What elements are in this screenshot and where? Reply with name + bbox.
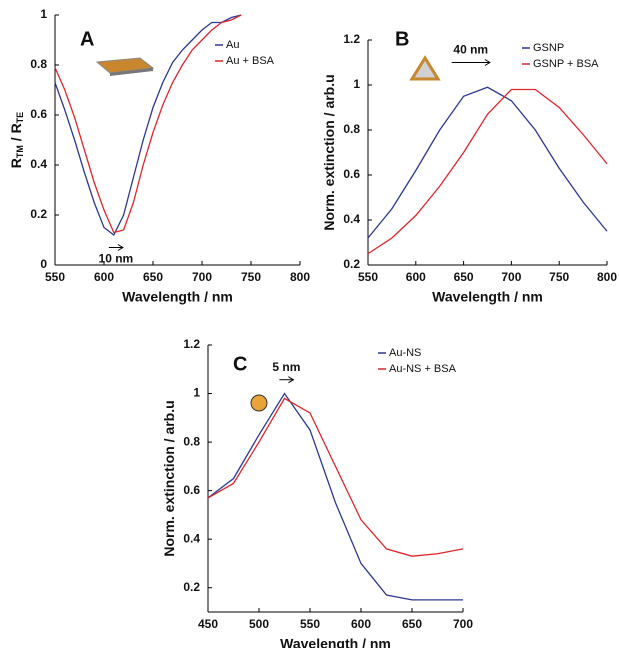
y-tick-label: 0.4 [183, 531, 200, 545]
y-axis-label: RTM / RTE [8, 112, 26, 168]
legend-label: Au-NS [389, 347, 421, 359]
y-label-part: TM [15, 145, 25, 158]
shift-label: 5 nm [272, 360, 300, 374]
x-tick-label: 550 [45, 270, 65, 284]
y-label-part: TE [15, 112, 25, 124]
y-axis-label: Norm. extinction / arb.u [321, 74, 337, 230]
shift-arrowhead [484, 59, 491, 66]
series-line [207, 392, 463, 601]
series-line [367, 88, 608, 255]
shift-arrowhead [117, 244, 124, 251]
shift-arrowhead [288, 376, 295, 384]
x-axis-label: Wavelength / nm [280, 636, 391, 648]
y-tick-label: 1 [193, 386, 200, 400]
x-tick-label: 500 [249, 617, 269, 631]
x-tick-label: 650 [454, 270, 474, 284]
series-line [367, 86, 608, 239]
x-tick-label: 800 [290, 270, 310, 284]
film-edge [110, 68, 153, 76]
legend-label: Au + BSA [226, 55, 275, 67]
legend-label: GSNP + BSA [533, 58, 599, 70]
x-tick-label: 750 [549, 270, 569, 284]
x-tick-label: 450 [198, 617, 218, 631]
y-tick-label: 0.8 [343, 122, 360, 136]
y-tick-label: 0.2 [30, 207, 47, 221]
y-label-part: R [8, 158, 24, 168]
panel-label: B [395, 28, 409, 50]
y-tick-label: 0.6 [30, 107, 47, 121]
sphere-icon [250, 394, 268, 412]
x-tick-label: 600 [94, 270, 114, 284]
y-label-part: / R [8, 123, 24, 145]
shift-label: 40 nm [453, 43, 488, 57]
x-tick-label: 800 [597, 270, 617, 284]
triangle-icon [409, 55, 441, 81]
series-line [207, 397, 464, 557]
y-tick-label: 1 [353, 77, 360, 91]
y-tick-label: 1.2 [183, 337, 200, 351]
y-tick-label: 1.2 [343, 32, 360, 46]
x-tick-label: 550 [300, 617, 320, 631]
x-axis-label: Wavelength / nm [122, 289, 233, 305]
y-tick-label: 0.4 [30, 157, 47, 171]
x-tick-label: 600 [351, 617, 371, 631]
y-tick-label: 0.6 [343, 167, 360, 181]
x-tick-label: 550 [358, 270, 378, 284]
y-tick-label: 0.8 [30, 57, 47, 71]
y-tick-label: 0.2 [183, 580, 200, 594]
y-tick-label: 0.4 [343, 212, 360, 226]
x-tick-label: 700 [501, 270, 521, 284]
y-tick-label: 0.2 [343, 257, 360, 271]
panel-label: A [80, 28, 94, 50]
y-label-part: Norm. extinction / arb.u [321, 74, 337, 230]
x-tick-label: 600 [406, 270, 426, 284]
y-axis-label: Norm. extinction / arb.u [161, 400, 177, 556]
x-tick-label: 650 [402, 617, 422, 631]
y-tick-label: 0.8 [183, 434, 200, 448]
panel-label: C [233, 353, 247, 375]
x-tick-label: 750 [241, 270, 261, 284]
series-line [54, 14, 242, 234]
legend-label: GSNP [533, 42, 564, 54]
x-tick-label: 650 [143, 270, 163, 284]
y-tick-label: 1 [40, 7, 47, 21]
x-axis-label: Wavelength / nm [432, 289, 543, 305]
shift-label: 10 nm [99, 252, 134, 266]
y-tick-label: 0.6 [183, 483, 200, 497]
series-line [54, 14, 242, 236]
y-tick-label: 0 [40, 257, 47, 271]
legend-label: Au-NS + BSA [389, 363, 457, 375]
x-tick-label: 700 [453, 617, 473, 631]
x-tick-label: 700 [192, 270, 212, 284]
legend-label: Au [226, 39, 239, 51]
y-label-part: Norm. extinction / arb.u [161, 400, 177, 556]
